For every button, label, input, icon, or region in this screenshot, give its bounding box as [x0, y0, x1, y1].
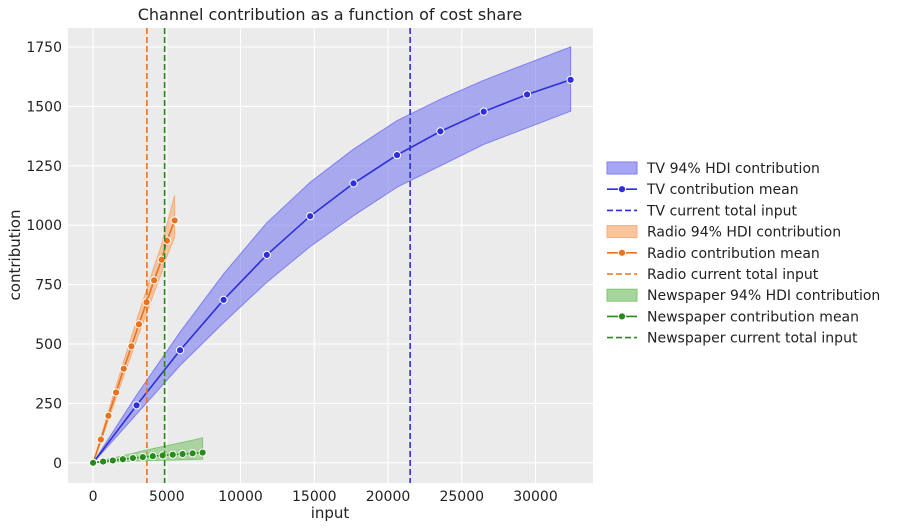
newspaper-mean-point — [148, 452, 157, 461]
radio-legend-mean-label: Radio contribution mean — [647, 246, 820, 262]
x-tick-label: 15000 — [292, 489, 337, 505]
tv-legend-current-label: TV current total input — [646, 203, 798, 219]
radio-legend-mean-marker — [617, 248, 627, 257]
newspaper-legend-band-label: Newspaper 94% HDI contribution — [647, 288, 880, 304]
radio-mean-point — [157, 255, 166, 264]
newspaper-legend-current-label: Newspaper current total input — [647, 331, 858, 347]
radio-mean-point — [170, 216, 179, 225]
radio-mean-point — [111, 388, 121, 397]
y-axis-title: contribution — [6, 210, 24, 301]
plot-layer — [88, 28, 575, 483]
tv-mean-point — [132, 401, 141, 410]
y-tick-label: 750 — [35, 278, 62, 294]
x-tick-label: 10000 — [218, 489, 263, 505]
x-tick-label: 5000 — [149, 489, 185, 505]
newspaper-mean-point — [88, 458, 98, 467]
tv-mean-point — [219, 295, 228, 304]
y-tick-label: 0 — [53, 456, 62, 472]
x-tick-label: 30000 — [513, 489, 558, 505]
tv-legend-band-label: TV 94% HDI contribution — [646, 161, 820, 177]
radio-mean-point — [119, 364, 128, 373]
gridlines — [68, 28, 593, 483]
radio-mean-point — [104, 411, 113, 420]
newspaper-mean-point — [128, 453, 137, 463]
newspaper-legend-mean-label: Newspaper contribution mean — [647, 309, 859, 325]
newspaper-mean-point — [168, 450, 177, 459]
radio-mean-point — [150, 276, 159, 285]
y-tick-label: 1750 — [26, 40, 62, 56]
tv-mean-point — [566, 75, 575, 84]
newspaper-mean-point — [98, 457, 108, 466]
tv-mean-point — [392, 151, 402, 160]
newspaper-mean-point — [198, 448, 207, 457]
tv-mean-point — [479, 107, 488, 116]
tv-mean-point — [349, 179, 358, 188]
newspaper-legend-mean-marker — [617, 312, 627, 321]
newspaper-mean-point — [118, 455, 127, 464]
newspaper-legend-band-swatch — [606, 288, 638, 302]
y-tick-label: 250 — [35, 396, 62, 412]
chart-title: Channel contribution as a function of co… — [138, 5, 523, 24]
y-tick-label: 1500 — [26, 99, 62, 115]
x-axis-title: input — [311, 504, 350, 522]
y-tick-label: 500 — [35, 337, 62, 353]
newspaper-mean-point — [188, 449, 197, 458]
tv-mean-point — [306, 212, 315, 221]
legend: TV 94% HDI contribution TV contribution m… — [606, 161, 880, 347]
y-tick-label: 1250 — [26, 159, 62, 175]
x-tick-label: 25000 — [439, 489, 484, 505]
radio-mean-point — [127, 342, 136, 351]
newspaper-mean-point — [108, 456, 117, 465]
tv-legend-mean-marker — [617, 185, 627, 194]
tv-mean-line — [92, 79, 571, 464]
newspaper-mean-point — [138, 453, 147, 462]
tv-mean-point — [522, 90, 532, 99]
radio-mean-point — [134, 320, 144, 329]
radio-legend-band-label: Radio 94% HDI contribution — [647, 225, 841, 241]
tick-labels: 0 5000 10000 15000 20000 25000 30000 0 250 500 750… — [26, 40, 557, 505]
tv-legend-mean-label: TV contribution mean — [646, 182, 799, 198]
x-tick-label: 20000 — [366, 489, 411, 505]
y-tick-label: 1000 — [26, 218, 62, 234]
tv-mean-point — [262, 250, 271, 260]
radio-legend-band-swatch — [606, 225, 638, 239]
x-tick-label: 0 — [89, 489, 98, 505]
tv-legend-band-swatch — [606, 161, 638, 175]
radio-legend-current-label: Radio current total input — [647, 267, 819, 283]
tv-mean-point — [436, 127, 445, 136]
tv-mean-point — [175, 346, 185, 355]
newspaper-mean-point — [178, 449, 187, 459]
radio-mean-point — [96, 435, 105, 444]
